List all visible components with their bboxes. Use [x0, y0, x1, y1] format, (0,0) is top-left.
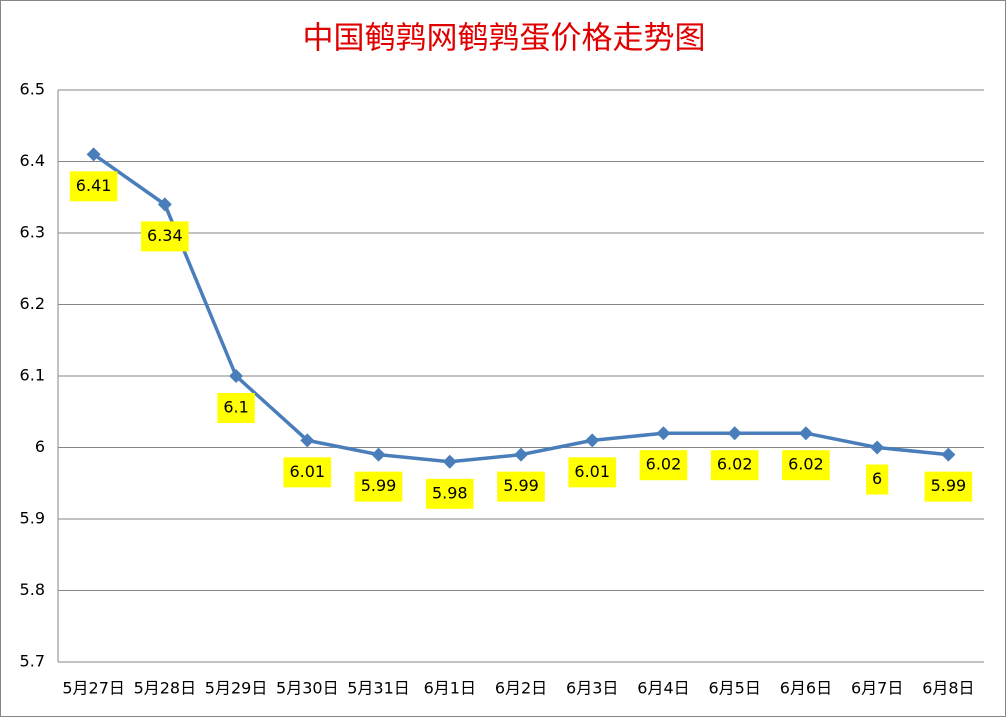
- data-label: 5.98: [432, 483, 468, 502]
- y-tick-label: 6.5: [20, 80, 45, 99]
- x-tick-label: 6月4日: [637, 679, 689, 698]
- data-label-bg: [497, 471, 545, 502]
- data-label: 6.02: [646, 455, 682, 474]
- data-label-bg: [568, 457, 617, 488]
- y-tick-label: 6.1: [20, 366, 45, 385]
- marker: [941, 447, 956, 462]
- data-label-bg: [924, 471, 973, 502]
- marker: [229, 369, 244, 383]
- marker: [157, 197, 172, 212]
- y-tick-label: 6.3: [20, 223, 45, 242]
- data-label: 5.99: [361, 476, 397, 495]
- data-label: 6.01: [289, 462, 325, 481]
- data-label-bg: [866, 464, 889, 495]
- data-label: 6.01: [574, 462, 610, 481]
- data-label-bg: [283, 457, 332, 488]
- x-tick-label: 6月1日: [424, 679, 476, 698]
- y-tick-label: 6.2: [20, 294, 45, 313]
- marker: [656, 426, 671, 441]
- y-tick-label: 5.7: [20, 652, 45, 671]
- data-label: 6: [872, 469, 882, 488]
- marker: [870, 440, 885, 455]
- marker: [727, 426, 742, 441]
- x-tick-label: 6月8日: [922, 679, 974, 698]
- x-tick-label: 6月5日: [709, 679, 761, 698]
- data-label-bg: [141, 221, 189, 252]
- y-tick-label: 6: [35, 437, 45, 456]
- marker: [585, 433, 600, 448]
- x-tick-label: 6月3日: [566, 679, 618, 698]
- marker: [514, 447, 528, 462]
- marker: [300, 433, 315, 448]
- data-label-bg: [782, 450, 830, 481]
- data-label: 5.99: [931, 476, 967, 495]
- x-tick-label: 5月29日: [205, 679, 268, 698]
- x-tick-label: 5月28日: [134, 679, 197, 698]
- x-tick-label: 6月2日: [495, 679, 547, 698]
- x-tick-label: 6月6日: [780, 679, 832, 698]
- data-label: 6.02: [788, 455, 824, 474]
- data-label: 6.34: [147, 226, 183, 245]
- y-tick-label: 6.4: [20, 151, 45, 170]
- x-tick-label: 5月31日: [347, 679, 410, 698]
- data-label: 6.1: [223, 398, 248, 417]
- data-label-bg: [217, 393, 255, 423]
- marker: [442, 454, 457, 469]
- data-label: 5.99: [503, 476, 539, 495]
- chart-title: 中国鹌鹑网鹌鹑蛋价格走势图: [303, 21, 706, 57]
- marker: [371, 447, 386, 462]
- marker: [86, 147, 101, 162]
- data-label-bg: [354, 471, 403, 502]
- x-tick-label: 5月27日: [62, 679, 125, 698]
- y-tick-label: 5.9: [20, 509, 45, 528]
- data-label: 6.41: [76, 176, 112, 195]
- data-label-bg: [69, 171, 118, 202]
- data-label-bg: [425, 478, 474, 509]
- y-tick-label: 5.8: [20, 580, 45, 599]
- data-label-bg: [639, 450, 688, 481]
- x-tick-label: 6月7日: [851, 679, 903, 698]
- data-label-bg: [710, 450, 759, 481]
- data-label: 6.02: [717, 455, 753, 474]
- x-tick-label: 5月30日: [276, 679, 339, 698]
- marker: [798, 426, 813, 441]
